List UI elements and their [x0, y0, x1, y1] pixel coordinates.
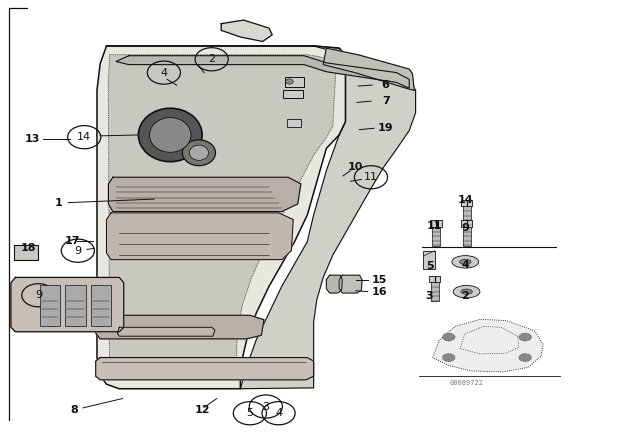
Polygon shape: [221, 20, 272, 42]
Polygon shape: [241, 46, 415, 389]
Text: 9: 9: [74, 246, 81, 256]
Text: 9: 9: [35, 290, 42, 300]
Text: 5: 5: [426, 261, 433, 271]
Bar: [285, 77, 304, 87]
Text: 18: 18: [20, 243, 36, 254]
Bar: [463, 207, 470, 226]
Bar: [65, 284, 86, 326]
Ellipse shape: [461, 289, 472, 294]
Polygon shape: [117, 327, 215, 336]
Bar: [461, 220, 472, 227]
Text: 4: 4: [160, 68, 168, 78]
Bar: [283, 90, 303, 99]
Text: 4: 4: [275, 408, 282, 418]
Polygon shape: [96, 315, 264, 339]
Ellipse shape: [442, 333, 455, 341]
Bar: [431, 282, 438, 302]
Bar: [461, 200, 472, 207]
Polygon shape: [326, 275, 342, 293]
Ellipse shape: [150, 117, 191, 152]
Polygon shape: [106, 213, 293, 260]
Text: 7: 7: [381, 96, 390, 106]
Text: 14: 14: [458, 194, 473, 205]
Ellipse shape: [189, 145, 209, 160]
Text: 3: 3: [262, 401, 269, 412]
Text: 13: 13: [24, 134, 40, 144]
Text: 00089722: 00089722: [449, 380, 484, 386]
Bar: [287, 119, 301, 127]
Text: 3: 3: [426, 291, 433, 301]
Bar: [430, 220, 442, 227]
Polygon shape: [323, 48, 414, 90]
Polygon shape: [97, 46, 346, 389]
Text: 4: 4: [461, 260, 469, 270]
Polygon shape: [108, 55, 336, 375]
Ellipse shape: [453, 285, 480, 298]
Text: 11: 11: [364, 172, 378, 182]
Text: 16: 16: [371, 287, 387, 297]
Ellipse shape: [519, 353, 532, 362]
Circle shape: [285, 79, 293, 84]
Ellipse shape: [138, 108, 202, 162]
Bar: [429, 276, 440, 282]
Ellipse shape: [452, 256, 479, 268]
Text: 6: 6: [381, 80, 390, 90]
Bar: [14, 246, 38, 260]
Text: 15: 15: [372, 275, 387, 285]
Polygon shape: [96, 358, 314, 380]
Bar: [432, 227, 440, 246]
Text: 1: 1: [55, 198, 63, 207]
Text: 5: 5: [246, 408, 253, 418]
Text: 10: 10: [348, 162, 363, 172]
Text: 14: 14: [77, 132, 92, 142]
Text: 2: 2: [461, 291, 469, 301]
Polygon shape: [116, 56, 409, 88]
Ellipse shape: [182, 140, 216, 166]
Text: 9: 9: [461, 223, 469, 233]
Text: 19: 19: [378, 123, 394, 133]
Text: 17: 17: [65, 236, 81, 246]
Ellipse shape: [519, 333, 532, 341]
Text: 11: 11: [427, 221, 442, 231]
Bar: [423, 251, 435, 269]
Polygon shape: [339, 275, 362, 293]
Bar: [463, 227, 470, 246]
Text: 12: 12: [195, 405, 210, 415]
Polygon shape: [108, 177, 301, 211]
Ellipse shape: [442, 353, 455, 362]
Polygon shape: [433, 319, 543, 372]
Text: 2: 2: [208, 54, 215, 64]
Bar: [40, 284, 60, 326]
Bar: [91, 284, 111, 326]
Polygon shape: [11, 277, 124, 332]
Text: 8: 8: [71, 405, 79, 415]
Ellipse shape: [460, 259, 471, 264]
